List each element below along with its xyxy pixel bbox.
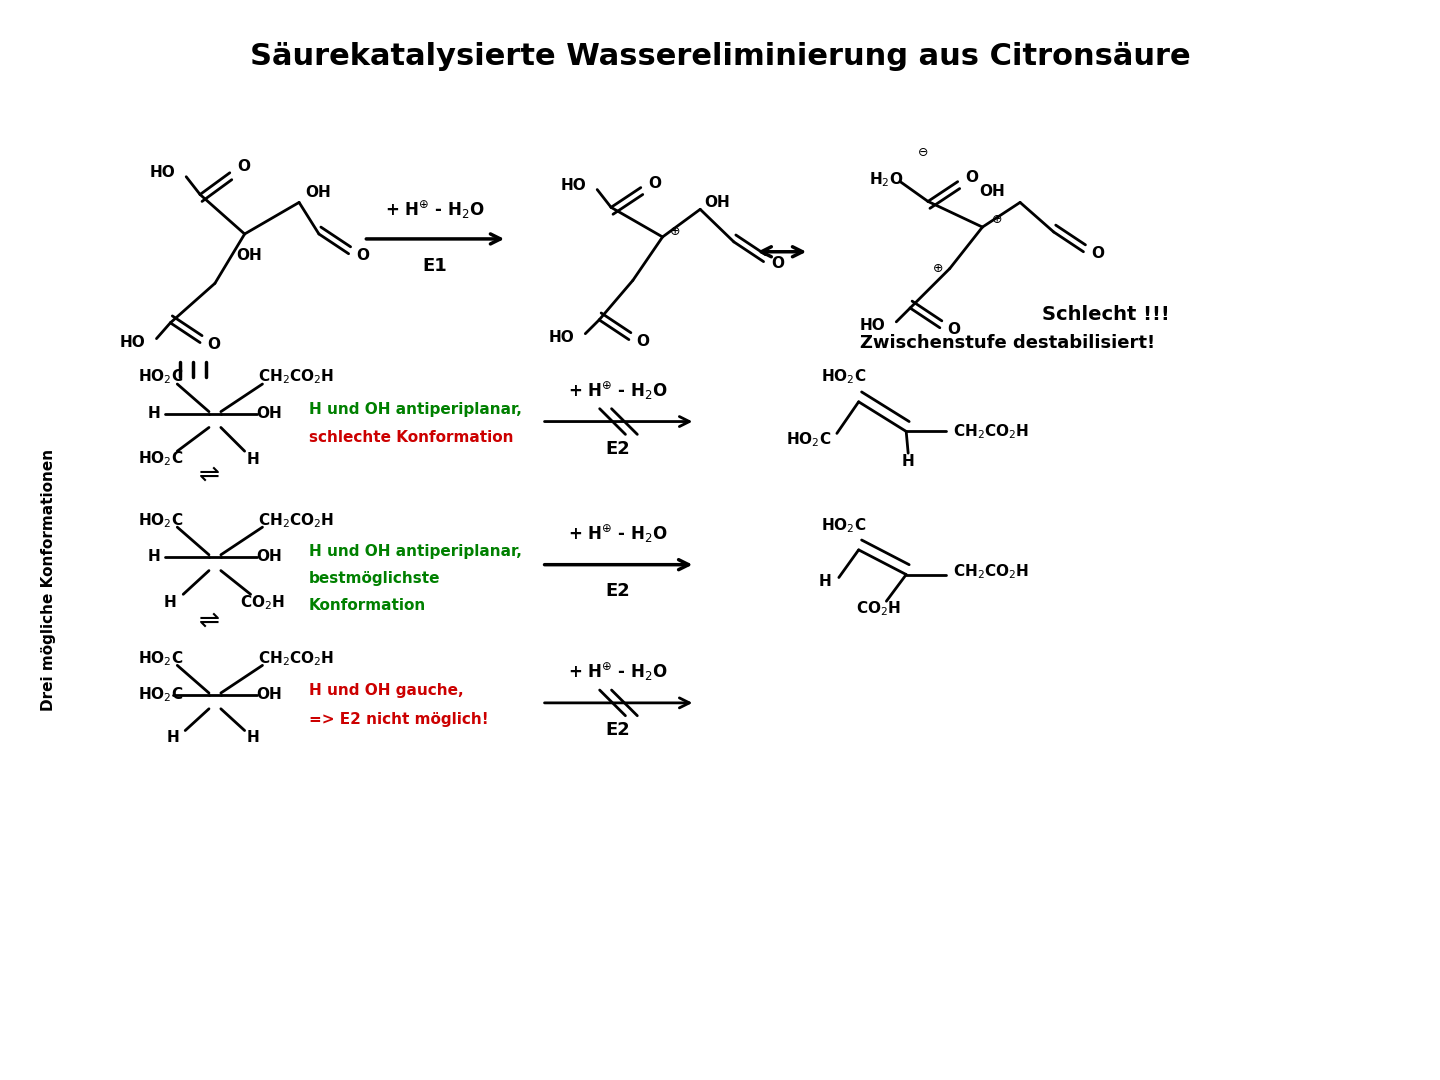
Text: O: O xyxy=(636,334,649,349)
Text: H: H xyxy=(818,573,831,589)
Text: Konformation: Konformation xyxy=(310,597,426,612)
Text: + H$^{\oplus}$ - H$_2$O: + H$^{\oplus}$ - H$_2$O xyxy=(567,662,668,685)
Text: Zwischenstufe destabilisiert!: Zwischenstufe destabilisiert! xyxy=(860,334,1155,352)
Text: E2: E2 xyxy=(606,720,631,739)
Text: => E2 nicht möglich!: => E2 nicht möglich! xyxy=(310,712,488,727)
Text: $\oplus$: $\oplus$ xyxy=(991,213,1002,226)
Text: HO$_2$C: HO$_2$C xyxy=(138,686,183,704)
Text: E2: E2 xyxy=(606,582,631,600)
Text: Schlecht !!!: Schlecht !!! xyxy=(1043,306,1171,324)
Text: OH: OH xyxy=(236,248,262,264)
Text: H: H xyxy=(167,730,180,745)
Text: O: O xyxy=(965,171,978,185)
Text: CH$_2$CO$_2$H: CH$_2$CO$_2$H xyxy=(258,511,334,529)
Text: CH$_2$CO$_2$H: CH$_2$CO$_2$H xyxy=(953,563,1030,581)
Text: OH: OH xyxy=(979,184,1005,199)
Text: O: O xyxy=(207,337,220,352)
Text: HO$_2$C: HO$_2$C xyxy=(138,649,183,667)
Text: OH: OH xyxy=(305,185,331,200)
Text: H: H xyxy=(147,406,160,421)
Text: H: H xyxy=(246,730,259,745)
Text: O: O xyxy=(648,176,661,191)
Text: Säurekatalysierte Wassereliminierung aus Citronsäure: Säurekatalysierte Wassereliminierung aus… xyxy=(249,42,1191,71)
Text: OH: OH xyxy=(256,550,282,564)
Text: HO: HO xyxy=(549,330,575,346)
Text: $\oplus$: $\oplus$ xyxy=(932,262,943,275)
Text: E1: E1 xyxy=(422,257,448,274)
Text: CO$_2$H: CO$_2$H xyxy=(855,599,901,619)
Text: HO$_2$C: HO$_2$C xyxy=(821,516,867,535)
Text: E2: E2 xyxy=(606,441,631,458)
Text: + H$^{\oplus}$ - H$_2$O: + H$^{\oplus}$ - H$_2$O xyxy=(567,381,668,403)
Text: H: H xyxy=(164,595,177,610)
Text: $\rightleftharpoons$: $\rightleftharpoons$ xyxy=(194,463,220,487)
Text: O: O xyxy=(770,256,783,271)
Text: HO$_2$C: HO$_2$C xyxy=(138,368,183,387)
Text: HO: HO xyxy=(120,335,145,350)
Text: CH$_2$CO$_2$H: CH$_2$CO$_2$H xyxy=(953,422,1030,441)
Text: + H$^{\oplus}$ - H$_2$O: + H$^{\oplus}$ - H$_2$O xyxy=(567,524,668,546)
Text: $\rightleftharpoons$: $\rightleftharpoons$ xyxy=(194,609,220,633)
Text: CH$_2$CO$_2$H: CH$_2$CO$_2$H xyxy=(258,368,334,387)
Text: OH: OH xyxy=(256,688,282,702)
Text: $\oplus$: $\oplus$ xyxy=(668,225,680,238)
Text: schlechte Konformation: schlechte Konformation xyxy=(310,430,514,445)
Text: OH: OH xyxy=(256,406,282,421)
Text: HO$_2$C: HO$_2$C xyxy=(138,449,183,469)
Text: HO$_2$C: HO$_2$C xyxy=(786,430,831,448)
Text: HO$_2$C: HO$_2$C xyxy=(821,368,867,387)
Text: Drei mögliche Konformationen: Drei mögliche Konformationen xyxy=(40,448,56,711)
Text: O: O xyxy=(356,248,369,264)
Text: O: O xyxy=(1092,246,1104,261)
Text: H: H xyxy=(246,451,259,467)
Text: CH$_2$CO$_2$H: CH$_2$CO$_2$H xyxy=(258,649,334,667)
Text: H und OH gauche,: H und OH gauche, xyxy=(310,683,464,698)
Text: CO$_2$H: CO$_2$H xyxy=(240,593,285,611)
Text: H: H xyxy=(147,550,160,564)
Text: O: O xyxy=(238,160,251,174)
Text: HO$_2$C: HO$_2$C xyxy=(138,511,183,529)
Text: H und OH antiperiplanar,: H und OH antiperiplanar, xyxy=(310,402,521,417)
Text: + H$^{\oplus}$ - H$_2$O: + H$^{\oplus}$ - H$_2$O xyxy=(384,200,485,222)
Text: HO: HO xyxy=(860,319,886,334)
Text: O: O xyxy=(948,322,960,337)
Text: H und OH antiperiplanar,: H und OH antiperiplanar, xyxy=(310,544,521,559)
Text: bestmöglichste: bestmöglichste xyxy=(310,571,441,586)
Text: HO: HO xyxy=(150,165,176,180)
Text: H: H xyxy=(901,454,914,469)
Text: HO: HO xyxy=(560,178,586,193)
Text: OH: OH xyxy=(704,194,730,210)
Text: H$_2$O: H$_2$O xyxy=(870,171,903,189)
Text: $\ominus$: $\ominus$ xyxy=(917,146,929,159)
